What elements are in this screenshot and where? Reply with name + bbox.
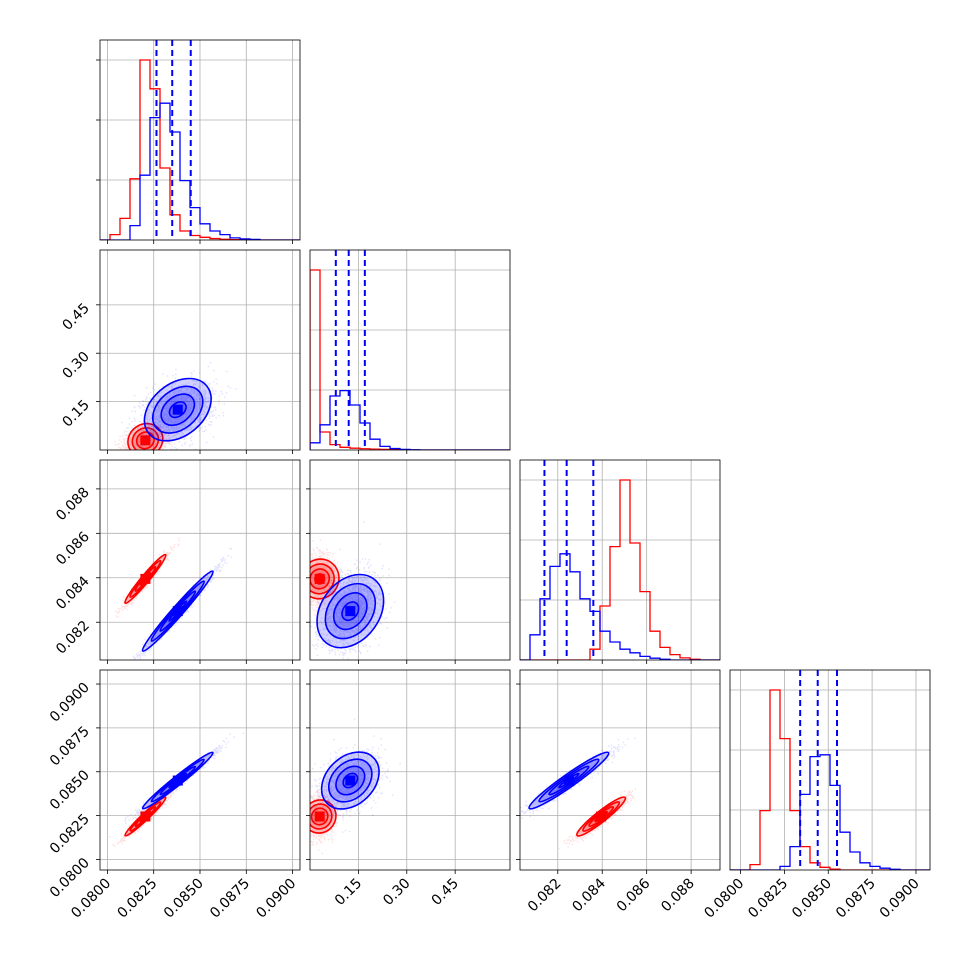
panel-content (109, 732, 245, 847)
panel-frame (729, 669, 931, 871)
panel-content (310, 521, 396, 660)
scatter-panel-3-1: 0.15 0.30 0.45 (306, 669, 511, 909)
x-tick-label: 0.0850 (161, 876, 207, 922)
panel-content (520, 460, 720, 660)
histogram-panel-2 (519, 459, 721, 664)
histogram-blue (730, 754, 930, 870)
scatter-panel-1-0: 0.15 0.30 0.45 (59, 249, 301, 454)
density-blue (109, 732, 245, 838)
scatter-points (310, 718, 401, 833)
x-tick-label: 0.0875 (833, 876, 879, 922)
y-tick-label: 0.0850 (47, 767, 93, 813)
x-tick-label: 0.088 (658, 876, 698, 916)
density-red (112, 786, 179, 847)
x-tick-label: 0.30 (380, 876, 413, 909)
x-tick-label: 0.0900 (877, 876, 923, 922)
density-peak-red (140, 811, 151, 822)
histogram-red (310, 269, 510, 450)
density-peak-blue (345, 606, 356, 617)
density-blue (119, 361, 237, 450)
scatter-panel-3-2: 0.082 0.084 0.086 0.088 (516, 669, 721, 916)
density-peak-blue (345, 775, 356, 786)
density-red (559, 788, 636, 849)
x-tick-label: 0.0800 (701, 876, 747, 922)
x-tick-label: 0.0825 (745, 876, 791, 922)
density-peak-blue (172, 404, 183, 415)
density-peak-red (140, 573, 151, 584)
x-tick-label: 0.45 (429, 876, 462, 909)
panel-content (520, 737, 636, 849)
panel-content (114, 361, 237, 450)
histogram-blue (100, 102, 300, 240)
histogram-blue (520, 553, 720, 660)
y-tick-label: 0.084 (53, 573, 93, 613)
density-blue (133, 547, 233, 660)
y-tick-label: 0.0875 (47, 723, 93, 769)
density-red (310, 787, 345, 855)
panel-frame (519, 459, 721, 661)
density-red (115, 537, 180, 618)
panel-frame (309, 669, 511, 871)
y-tick-label: 0.45 (59, 300, 92, 333)
density-blue (310, 521, 396, 660)
x-tick-label: 0.0825 (115, 876, 161, 922)
histogram-panel-0 (96, 39, 301, 244)
density-peak-red (140, 435, 151, 446)
scatter-points (310, 539, 341, 626)
density-peak-red (314, 811, 325, 822)
y-tick-label: 0.15 (59, 397, 92, 430)
panel-content (115, 537, 233, 660)
panel-content (100, 40, 300, 240)
density-peak-red (314, 573, 325, 584)
y-tick-label: 0.088 (53, 484, 93, 524)
panel-content (310, 718, 401, 855)
panel-content (730, 670, 930, 870)
x-tick-label: 0.0875 (207, 876, 253, 922)
y-tick-label: 0.082 (53, 618, 93, 658)
x-tick-label: 0.086 (614, 875, 654, 915)
scatter-panel-2-1 (306, 459, 511, 664)
density-red (114, 420, 184, 450)
x-tick-label: 0.15 (332, 876, 365, 909)
panel-frame (309, 249, 511, 451)
histogram-blue (310, 389, 510, 450)
x-tick-label: 0.0900 (253, 876, 299, 922)
y-tick-label: 0.30 (59, 349, 92, 382)
x-tick-label: 0.084 (569, 875, 609, 915)
y-tick-label: 0.0900 (47, 680, 93, 726)
histogram-red (730, 689, 930, 870)
scatter-points (310, 521, 396, 660)
density-peak-blue (172, 606, 183, 617)
panel-frame (519, 669, 721, 871)
histogram-red (520, 479, 720, 660)
density-peak-blue (172, 775, 183, 786)
x-tick-label: 0.0850 (789, 876, 835, 922)
histogram-panel-1 (309, 249, 511, 454)
y-tick-label: 0.0825 (47, 811, 93, 857)
y-tick-label: 0.086 (53, 529, 93, 569)
panel-content (310, 250, 510, 450)
density-peak-blue (563, 775, 574, 786)
density-peak-red (596, 811, 607, 822)
density-blue (310, 718, 401, 833)
x-tick-label: 0.082 (525, 876, 565, 916)
panel-frame (309, 459, 511, 661)
density-blue (520, 737, 636, 819)
